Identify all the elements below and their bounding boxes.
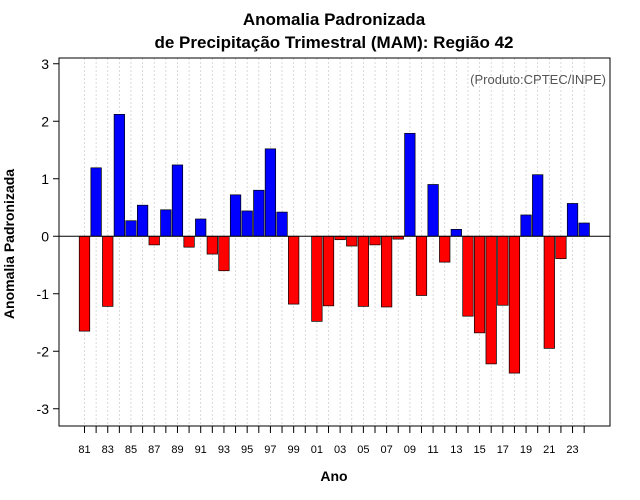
x-tick-label: 15 — [473, 444, 485, 456]
bar-2017 — [498, 236, 509, 305]
bar-1993 — [219, 236, 230, 271]
bars — [79, 114, 589, 373]
bar-2023 — [567, 203, 578, 236]
anomaly-bar-chart: Anomalia Padronizada de Precipitação Tri… — [0, 0, 640, 500]
y-axis-label: Anomalia Padronizada — [1, 169, 17, 319]
bar-1982 — [91, 168, 102, 236]
bar-1989 — [172, 165, 183, 236]
bar-2005 — [358, 236, 369, 306]
y-tick-label: 1 — [41, 171, 49, 187]
x-tick-label: 11 — [427, 444, 438, 456]
bar-2013 — [451, 229, 462, 236]
x-tick-label: 19 — [520, 444, 532, 456]
x-tick-label: 07 — [380, 444, 392, 456]
bar-2003 — [335, 236, 346, 239]
bar-2022 — [556, 236, 567, 258]
bar-2016 — [486, 236, 497, 364]
x-axis: 81 83 85 87 89 91 93 95 97 99 01 03 05 07 09 11 13 15 17 19… — [78, 426, 584, 456]
bar-1992 — [207, 236, 218, 254]
bar-1983 — [102, 236, 113, 306]
bar-1987 — [149, 236, 160, 245]
bar-1999 — [288, 236, 299, 304]
bar-2009 — [405, 133, 416, 236]
y-tick-label: -1 — [37, 286, 50, 302]
bar-2021 — [544, 236, 555, 348]
x-tick-label: 85 — [125, 444, 137, 456]
x-tick-label: 17 — [497, 444, 509, 456]
x-tick-label: 09 — [404, 444, 416, 456]
y-tick-label: 0 — [41, 228, 49, 244]
x-tick-label: 97 — [264, 444, 276, 456]
bar-1985 — [126, 221, 137, 237]
x-tick-label: 23 — [566, 444, 578, 456]
bar-1988 — [161, 210, 172, 236]
x-tick-label: 87 — [148, 444, 160, 456]
bar-1994 — [230, 195, 241, 236]
x-tick-label: 81 — [78, 444, 90, 456]
credit-label: (Produto:CPTEC/INPE) — [470, 72, 606, 87]
x-axis-label: Ano — [320, 468, 347, 484]
bar-1990 — [184, 236, 195, 247]
bar-2002 — [323, 236, 334, 306]
x-tick-label: 91 — [195, 444, 207, 456]
bar-1991 — [195, 219, 206, 236]
bar-2020 — [532, 175, 543, 237]
bar-2018 — [509, 236, 520, 373]
bar-2024 — [579, 223, 590, 236]
x-tick-label: 03 — [334, 444, 346, 456]
bar-1995 — [242, 211, 253, 236]
y-tick-label: 2 — [41, 113, 49, 129]
y-tick-label: -3 — [37, 401, 50, 417]
bar-2019 — [521, 215, 532, 236]
bar-1996 — [254, 190, 264, 236]
chart-title-line1: Anomalia Padronizada — [243, 10, 426, 29]
bar-2004 — [347, 236, 358, 246]
bar-2014 — [463, 236, 474, 316]
bar-2001 — [312, 236, 323, 321]
plot-frame — [59, 58, 610, 426]
bar-2011 — [428, 185, 439, 237]
bar-1981 — [79, 236, 90, 331]
bar-1984 — [114, 114, 125, 236]
bar-2012 — [439, 236, 450, 262]
x-tick-label: 01 — [311, 444, 323, 456]
x-tick-label: 21 — [543, 444, 555, 456]
bar-2015 — [474, 236, 485, 333]
x-tick-label: 13 — [450, 444, 462, 456]
y-tick-label: -2 — [37, 343, 50, 359]
x-tick-label: 83 — [102, 444, 114, 456]
bar-2007 — [381, 236, 392, 307]
x-tick-label: 95 — [241, 444, 253, 456]
x-tick-label: 89 — [171, 444, 183, 456]
x-tick-label: 05 — [357, 444, 369, 456]
bar-1997 — [265, 149, 276, 236]
bar-1998 — [277, 212, 288, 236]
x-tick-label: 99 — [288, 444, 300, 456]
chart-title-line2: de Precipitação Trimestral (MAM): Região… — [155, 33, 514, 52]
y-tick-label: 3 — [41, 56, 49, 72]
bar-2006 — [370, 236, 381, 245]
bar-2010 — [416, 236, 427, 295]
y-axis: -3 -2 -1 0 1 2 3 — [37, 56, 59, 417]
x-tick-label: 93 — [218, 444, 230, 456]
bar-1986 — [137, 205, 148, 236]
